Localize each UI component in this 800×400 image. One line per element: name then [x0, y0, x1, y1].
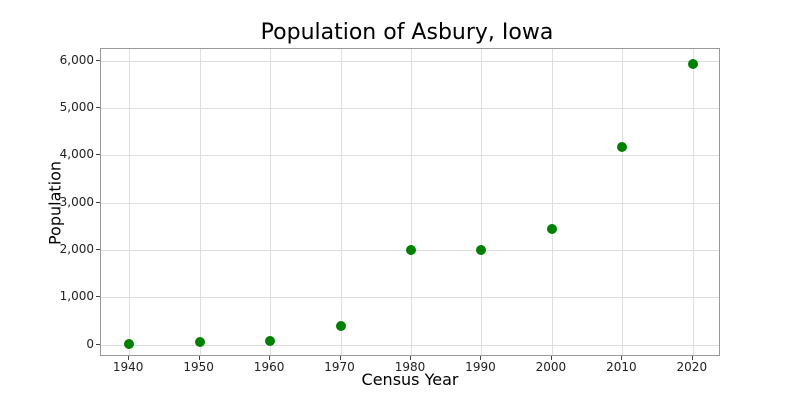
- x-gridline: [129, 49, 131, 355]
- y-tick-label: 2,000: [59, 242, 94, 257]
- y-gridline: [101, 202, 719, 204]
- y-tick-mark: [96, 296, 100, 298]
- data-point: [687, 58, 698, 69]
- x-tick-mark: [410, 356, 411, 360]
- x-tick-label: 1950: [183, 360, 214, 374]
- y-tick-label: 4,000: [59, 147, 94, 162]
- x-tick-mark: [269, 356, 271, 360]
- y-tick-label: 0: [86, 336, 94, 351]
- x-tick-mark: [480, 356, 482, 360]
- y-tick-label: 5,000: [59, 100, 94, 115]
- y-gridline: [101, 344, 719, 346]
- y-gridline: [101, 155, 719, 157]
- y-tick-mark: [96, 343, 100, 345]
- x-tick-mark: [621, 356, 623, 360]
- x-tick-mark: [339, 356, 341, 360]
- y-tick-mark: [96, 154, 100, 156]
- x-gridline: [692, 49, 694, 355]
- x-tick-mark: [198, 356, 200, 360]
- data-point: [124, 338, 135, 349]
- data-point: [265, 336, 276, 347]
- x-tick-label: 1940: [112, 360, 144, 374]
- data-point: [406, 244, 416, 255]
- y-gridline: [101, 60, 719, 62]
- data-point: [335, 320, 346, 331]
- data-point: [617, 142, 628, 153]
- x-gridline: [622, 49, 624, 355]
- x-gridline: [340, 49, 342, 355]
- x-tick-mark: [128, 356, 130, 360]
- y-axis-label: Population: [45, 160, 65, 246]
- x-tick-label: 1990: [465, 360, 496, 374]
- chart-title: Population of Asbury, Iowa: [260, 20, 554, 45]
- y-tick-mark: [96, 201, 100, 203]
- y-tick-label: 6,000: [59, 52, 94, 67]
- x-tick-label: 1970: [324, 360, 355, 374]
- y-tick-mark: [96, 249, 100, 251]
- x-tick-label: 1980: [394, 360, 426, 374]
- x-tick-label: 2020: [676, 360, 708, 374]
- x-axis-label: Census Year: [361, 370, 459, 389]
- data-point: [194, 337, 205, 348]
- y-tick-label: 3,000: [59, 194, 94, 209]
- x-gridline: [481, 49, 483, 355]
- y-tick-label: 1,000: [59, 289, 94, 304]
- y-gridline: [101, 297, 719, 299]
- x-gridline: [199, 49, 201, 355]
- x-gridline: [411, 49, 412, 355]
- x-tick-label: 2010: [606, 360, 637, 374]
- x-tick-label: 2000: [535, 360, 567, 374]
- x-tick-mark: [691, 356, 693, 360]
- plot-area: [100, 48, 720, 356]
- x-gridline: [551, 49, 553, 355]
- x-tick-label: 1960: [253, 360, 285, 374]
- data-point: [476, 244, 487, 255]
- y-tick-mark: [96, 59, 100, 61]
- data-point: [546, 223, 557, 234]
- y-tick-mark: [96, 107, 100, 109]
- y-gridline: [101, 108, 719, 110]
- x-tick-mark: [550, 356, 552, 360]
- x-gridline: [270, 49, 272, 355]
